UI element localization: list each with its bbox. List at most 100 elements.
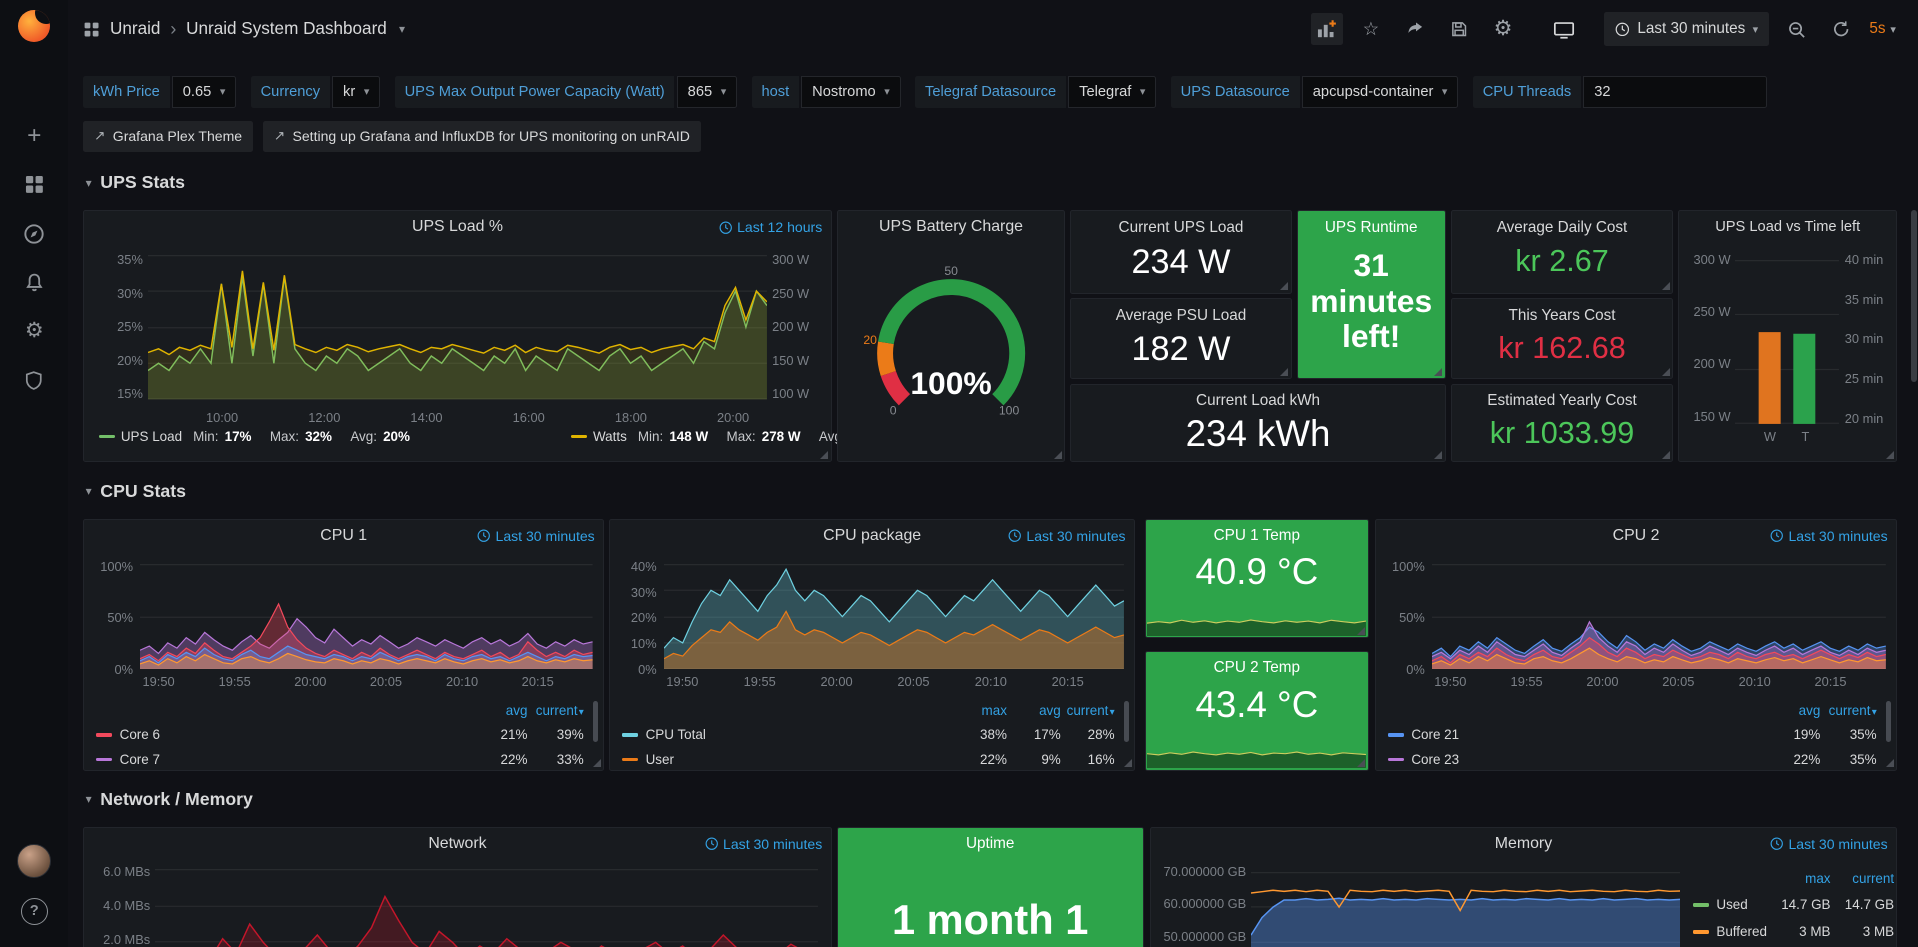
panel-title[interactable]: This Years Cost [1452, 307, 1673, 325]
legend-item[interactable]: Core 23 [1388, 752, 1764, 767]
cycle-view-tv-icon[interactable] [1548, 13, 1580, 45]
chevron-down-icon[interactable]: ▾ [399, 22, 405, 36]
legend-header-current[interactable]: current▾ [527, 703, 583, 718]
row-network-memory[interactable]: ▾ Network / Memory [86, 789, 253, 810]
breadcrumb-app[interactable]: Unraid [110, 19, 160, 39]
legend-header-avg[interactable]: avg [471, 703, 527, 718]
clock-icon [705, 837, 718, 850]
variable-dropdown[interactable]: apcupsd-container▾ [1302, 76, 1458, 108]
cpu1-chart[interactable] [140, 564, 593, 669]
variable-dropdown[interactable]: 865▾ [677, 76, 737, 108]
legend-header-max[interactable]: max [1767, 871, 1831, 886]
zoom-out-icon[interactable] [1781, 13, 1813, 45]
row-cpu-stats[interactable]: ▾ CPU Stats [86, 481, 186, 502]
legend-header-avg[interactable]: avg [1764, 703, 1820, 718]
panel-time-override[interactable]: Last 30 minutes [700, 828, 822, 860]
dashboards-grid-icon[interactable] [0, 166, 68, 203]
panel-title[interactable]: Current Load kWh [1071, 392, 1445, 410]
legend-header-current[interactable]: current [1831, 871, 1895, 886]
panel-title[interactable]: UPS Runtime [1298, 219, 1445, 237]
panel-time-override[interactable]: Last 30 minutes [1003, 520, 1125, 552]
add-panel-button[interactable] [1311, 13, 1343, 45]
legend-scrollbar[interactable] [593, 701, 598, 743]
breadcrumb: Unraid › Unraid System Dashboard ▾ [83, 18, 405, 40]
legend-scrollbar[interactable] [1886, 701, 1891, 743]
ups-load-chart[interactable] [148, 255, 767, 399]
legend-scrollbar[interactable] [1124, 701, 1129, 743]
cpu2-chart[interactable] [1432, 564, 1886, 669]
panel-title[interactable]: Average PSU Load [1071, 307, 1290, 325]
panel-title[interactable]: CPU 2 Temp [1146, 659, 1368, 677]
legend-header-current[interactable]: current▾ [1061, 703, 1115, 718]
legend-header-current[interactable]: current▾ [1820, 703, 1876, 718]
star-dashboard-button[interactable]: ☆ [1355, 13, 1387, 45]
series-marker [1388, 758, 1404, 762]
dashboard-settings-gear-icon[interactable]: ⚙ [1487, 13, 1519, 45]
refresh-interval-picker[interactable]: 5s ▾ [1869, 20, 1896, 38]
cpu-threads-input[interactable] [1583, 76, 1766, 108]
panel-time-override[interactable]: Last 30 minutes [1765, 828, 1887, 860]
cpu-package-chart[interactable] [664, 564, 1124, 669]
page-scrollbar-thumb[interactable] [1911, 210, 1917, 381]
load-vs-time-bars[interactable] [1735, 260, 1839, 424]
clock-icon [1770, 529, 1783, 542]
link-ups-monitoring-guide[interactable]: ↗ Setting up Grafana and InfluxDB for UP… [263, 121, 701, 152]
variable-dropdown[interactable]: Telegraf▾ [1068, 76, 1156, 108]
memory-chart[interactable] [1251, 872, 1681, 947]
panel-title[interactable]: Average Daily Cost [1452, 219, 1673, 237]
row-ups-stats[interactable]: ▾ UPS Stats [86, 172, 185, 193]
link-grafana-plex-theme[interactable]: ↗ Grafana Plex Theme [83, 121, 253, 152]
svg-text:0: 0 [889, 404, 896, 418]
panel-title[interactable]: UPS Load vs Time left [1679, 211, 1896, 243]
create-add-icon[interactable]: + [0, 117, 68, 154]
legend-item[interactable]: UPS Load Min:17% Max:32% Avg:20% [99, 429, 417, 444]
grafana-logo-icon[interactable] [18, 10, 50, 42]
series-marker [622, 758, 638, 762]
chevron-down-icon: ▾ [86, 792, 92, 806]
panel-title[interactable]: Uptime [838, 835, 1143, 853]
legend-item[interactable]: Buffered [1693, 924, 1767, 939]
legend-header-avg[interactable]: avg [1007, 703, 1061, 718]
svg-text:100: 100 [999, 404, 1020, 418]
dashboard-links: ↗ Grafana Plex Theme ↗ Setting up Grafan… [83, 121, 701, 152]
help-icon[interactable]: ? [21, 898, 48, 925]
server-admin-shield-icon[interactable] [0, 362, 68, 399]
panel-title[interactable]: Current UPS Load [1071, 219, 1290, 237]
panel-time-override[interactable]: Last 12 hours [714, 211, 822, 243]
panel-title[interactable]: CPU 1 Temp [1146, 527, 1368, 545]
explore-compass-icon[interactable] [0, 215, 68, 252]
time-range-picker[interactable]: Last 30 minutes ▾ [1604, 12, 1769, 46]
panel-ups-battery-charge: UPS Battery Charge 02050100 100% [837, 210, 1066, 462]
chevron-right-icon: › [170, 18, 176, 40]
series-marker [1693, 903, 1709, 907]
legend-item[interactable]: Core 6 [96, 727, 471, 742]
variable-dropdown[interactable]: 0.65▾ [172, 76, 236, 108]
panel-time-override[interactable]: Last 30 minutes [472, 520, 594, 552]
panel-title[interactable]: UPS Battery Charge [838, 211, 1065, 243]
legend-item[interactable]: CPU Total [622, 727, 953, 742]
legend-item[interactable]: Core 21 [1388, 727, 1764, 742]
stat-value: kr 2.67 [1452, 244, 1673, 279]
refresh-icon[interactable] [1825, 13, 1857, 45]
panel-time-override[interactable]: Last 30 minutes [1765, 520, 1887, 552]
configuration-gear-icon[interactable]: ⚙ [0, 313, 68, 350]
network-chart[interactable] [155, 869, 818, 946]
dashboard-title[interactable]: Unraid System Dashboard [186, 19, 387, 39]
user-avatar[interactable] [17, 844, 51, 878]
share-dashboard-button[interactable] [1399, 13, 1431, 45]
template-variables: kWh Price 0.65▾ Currency kr▾ UPS Max Out… [83, 76, 1767, 108]
variable-dropdown[interactable]: Nostromo▾ [801, 76, 900, 108]
variable-cpu-threads: CPU Threads [1473, 76, 1767, 108]
legend-item[interactable]: User [622, 752, 953, 767]
clock-icon [719, 221, 732, 234]
legend-item[interactable]: Core 7 [96, 752, 471, 767]
alerting-bell-icon[interactable] [0, 264, 68, 301]
legend-header-max[interactable]: max [953, 703, 1007, 718]
legend: max avg current▾ CPU Total 38% 17% 28% U… [622, 698, 1114, 771]
clock-icon [1615, 22, 1630, 37]
variable-dropdown[interactable]: kr▾ [332, 76, 380, 108]
panel-title[interactable]: Estimated Yearly Cost [1452, 392, 1673, 410]
nav-actions: ☆ ⚙ Last 30 minutes ▾ 5s [1311, 0, 1896, 59]
legend-item[interactable]: Used [1693, 897, 1767, 912]
save-dashboard-button[interactable] [1443, 13, 1475, 45]
